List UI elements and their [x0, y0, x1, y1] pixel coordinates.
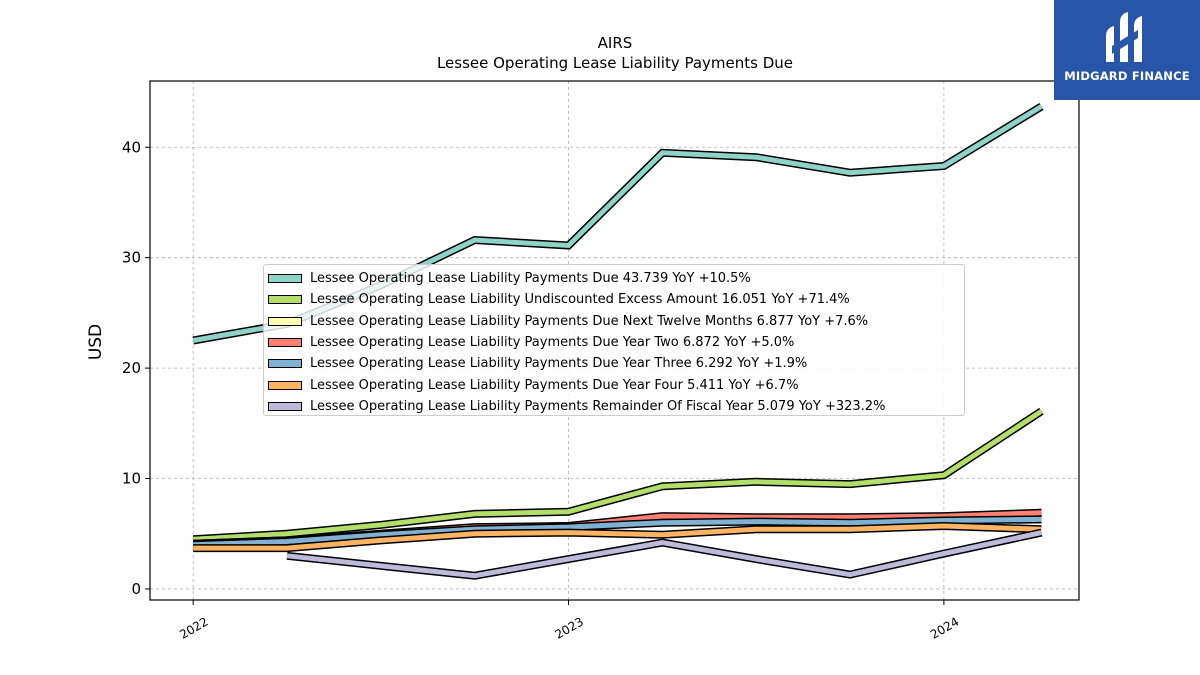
legend-swatch [268, 295, 302, 305]
x-tick-label: 2023 [553, 614, 586, 641]
legend-label: Lessee Operating Lease Liability Payment… [310, 398, 886, 414]
legend-label: Lessee Operating Lease Liability Payment… [310, 356, 808, 372]
legend-item: Lessee Operating Lease Liability Payment… [264, 353, 964, 374]
y-tick-label: 40 [122, 138, 141, 156]
y-ticks: 0 10 20 30 40 [122, 138, 150, 598]
x-tick-label: 2022 [177, 614, 210, 641]
legend: Lessee Operating Lease Liability Payment… [263, 264, 965, 416]
legend-label: Lessee Operating Lease Liability Payment… [310, 335, 795, 351]
legend-item: Lessee Operating Lease Liability Payment… [264, 311, 964, 332]
legend-swatch [268, 316, 302, 326]
brand-logo: MIDGARD FINANCE [1054, 0, 1200, 100]
legend-swatch [268, 380, 302, 390]
series-line [193, 409, 1043, 542]
legend-label: Lessee Operating Lease Liability Payment… [310, 313, 869, 329]
y-tick-label: 0 [131, 580, 141, 598]
logo-text: MIDGARD FINANCE [1064, 69, 1190, 83]
x-tick-label: 2024 [928, 614, 961, 641]
legend-item: Lessee Operating Lease Liability Payment… [264, 396, 964, 417]
y-tick-label: 20 [122, 359, 141, 377]
midgard-logo-icon [1106, 12, 1142, 62]
legend-item: Lessee Operating Lease Liability Payment… [264, 332, 964, 353]
legend-item: Lessee Operating Lease Liability Payment… [264, 268, 964, 289]
y-axis-label: USD [86, 324, 106, 360]
legend-label: Lessee Operating Lease Liability Payment… [310, 377, 799, 393]
legend-swatch [268, 401, 302, 411]
legend-item: Lessee Operating Lease Liability Undisco… [264, 289, 964, 310]
legend-label: Lessee Operating Lease Liability Undisco… [310, 292, 850, 308]
series-line [286, 530, 1043, 579]
legend-item: Lessee Operating Lease Liability Payment… [264, 374, 964, 395]
y-tick-label: 10 [122, 470, 141, 488]
plot-frame [149, 80, 1080, 601]
legend-swatch [268, 338, 302, 348]
legend-swatch [268, 359, 302, 369]
legend-swatch [268, 274, 302, 284]
chart-title: AIRS [598, 34, 633, 52]
series-line [193, 523, 1042, 551]
legend-label: Lessee Operating Lease Liability Payment… [310, 271, 751, 287]
chart-subtitle: Lessee Operating Lease Liability Payment… [437, 54, 793, 72]
x-ticks: 2022 2023 2024 [177, 600, 961, 642]
series-line [193, 516, 1042, 548]
y-tick-label: 30 [122, 249, 141, 267]
